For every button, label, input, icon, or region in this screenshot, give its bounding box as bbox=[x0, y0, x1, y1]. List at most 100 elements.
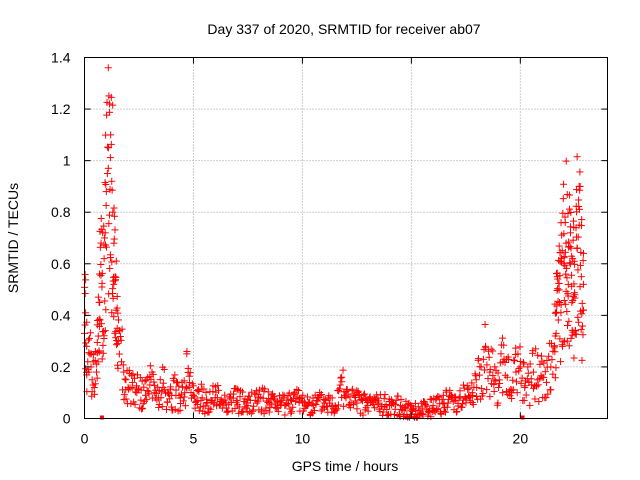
data-point bbox=[314, 397, 322, 405]
data-point bbox=[480, 346, 488, 354]
data-point bbox=[84, 336, 92, 344]
data-point bbox=[91, 357, 99, 365]
data-point bbox=[362, 395, 370, 403]
data-point bbox=[517, 379, 525, 387]
data-point bbox=[202, 389, 210, 397]
data-point bbox=[238, 388, 246, 396]
data-point bbox=[394, 392, 402, 400]
data-point bbox=[574, 266, 582, 274]
data-point bbox=[494, 399, 502, 407]
data-point bbox=[505, 356, 513, 364]
data-point bbox=[573, 153, 581, 161]
data-point bbox=[106, 154, 114, 162]
data-point bbox=[489, 347, 497, 355]
data-point bbox=[281, 411, 289, 419]
data-point bbox=[501, 358, 509, 366]
data-point bbox=[106, 264, 114, 272]
data-point bbox=[125, 385, 133, 393]
data-point bbox=[201, 410, 209, 418]
data-point bbox=[568, 298, 576, 306]
data-point bbox=[203, 398, 211, 406]
data-point bbox=[213, 402, 221, 410]
data-point bbox=[93, 338, 101, 346]
data-point bbox=[470, 383, 478, 391]
data-point bbox=[578, 299, 586, 307]
data-point bbox=[554, 297, 562, 305]
data-point bbox=[492, 377, 500, 385]
data-point bbox=[114, 309, 122, 317]
data-point bbox=[260, 410, 268, 418]
data-point bbox=[118, 325, 126, 333]
data-point bbox=[108, 309, 116, 317]
data-point bbox=[483, 386, 491, 394]
data-point bbox=[469, 400, 477, 408]
data-point bbox=[276, 398, 284, 406]
data-point bbox=[108, 177, 116, 185]
data-point bbox=[153, 396, 161, 404]
data-point bbox=[566, 205, 574, 213]
zero-marker bbox=[405, 415, 410, 420]
data-point bbox=[481, 320, 489, 328]
data-point bbox=[343, 386, 351, 394]
data-point bbox=[200, 385, 208, 393]
data-point bbox=[545, 352, 553, 360]
data-point bbox=[97, 239, 105, 247]
data-point bbox=[245, 392, 253, 400]
data-point bbox=[486, 393, 494, 401]
data-point bbox=[554, 285, 562, 293]
data-point bbox=[551, 374, 559, 382]
data-point bbox=[549, 370, 557, 378]
data-point bbox=[339, 366, 347, 374]
data-point bbox=[563, 264, 571, 272]
data-point bbox=[402, 404, 410, 412]
data-point bbox=[557, 309, 565, 317]
data-point bbox=[552, 329, 560, 337]
data-point bbox=[360, 391, 368, 399]
data-point bbox=[452, 408, 460, 416]
data-point bbox=[544, 390, 552, 398]
data-point bbox=[511, 357, 519, 365]
data-point bbox=[108, 186, 116, 194]
data-point bbox=[119, 361, 127, 369]
data-point bbox=[423, 402, 431, 410]
data-point bbox=[560, 254, 568, 262]
data-point bbox=[135, 386, 143, 394]
data-point bbox=[568, 252, 576, 260]
data-point bbox=[103, 98, 111, 106]
data-point bbox=[515, 364, 523, 372]
data-point bbox=[350, 390, 358, 398]
data-point bbox=[570, 289, 578, 297]
data-point bbox=[221, 396, 229, 404]
data-point bbox=[236, 393, 244, 401]
y-tick-label: 1 bbox=[63, 153, 71, 169]
data-point bbox=[189, 382, 197, 390]
data-point bbox=[86, 329, 94, 337]
data-point bbox=[107, 93, 115, 101]
data-point bbox=[265, 408, 273, 416]
data-point bbox=[575, 196, 583, 204]
data-point bbox=[532, 345, 540, 353]
data-point bbox=[566, 260, 574, 268]
data-point bbox=[566, 223, 574, 231]
data-point bbox=[510, 356, 518, 364]
data-point bbox=[558, 247, 566, 255]
data-point bbox=[572, 330, 580, 338]
data-point bbox=[254, 397, 262, 405]
data-point bbox=[310, 407, 318, 415]
data-point bbox=[112, 257, 120, 265]
data-point bbox=[566, 242, 574, 250]
data-point bbox=[354, 387, 362, 395]
data-point bbox=[568, 331, 576, 339]
x-tick-label: 10 bbox=[295, 431, 311, 447]
data-point bbox=[269, 394, 277, 402]
data-point bbox=[110, 204, 118, 212]
data-point bbox=[509, 376, 517, 384]
data-point bbox=[110, 235, 118, 243]
data-point bbox=[294, 393, 302, 401]
data-point bbox=[491, 363, 499, 371]
data-point bbox=[101, 327, 109, 335]
data-point bbox=[109, 208, 117, 216]
data-point bbox=[115, 316, 123, 324]
data-point bbox=[99, 341, 107, 349]
data-point bbox=[113, 304, 121, 312]
